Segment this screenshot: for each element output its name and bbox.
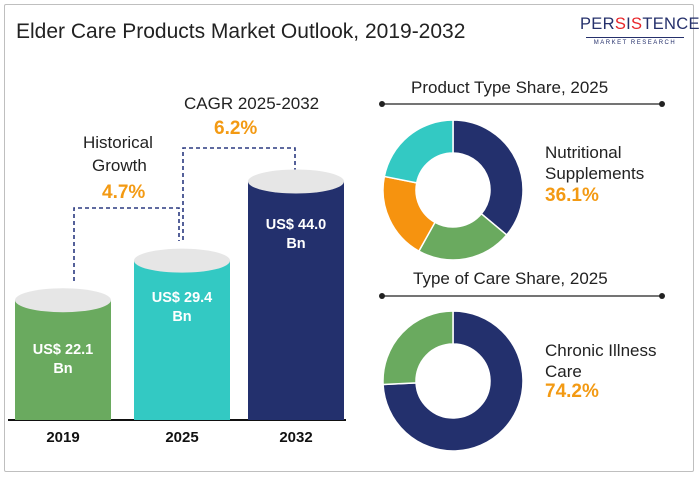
cagr-value: 6.2% — [214, 118, 258, 139]
rule-dot — [379, 293, 385, 299]
donut2-label-line2: Care — [545, 362, 582, 381]
bar-value-label: Bn — [53, 361, 72, 377]
donut2-percent: 74.2% — [545, 381, 599, 402]
bar-value-label: US$ 29.4 — [152, 290, 212, 306]
donut1-label-line1: Nutritional — [545, 143, 622, 162]
rule-dot — [659, 101, 665, 107]
donut1-label-line2: Supplements — [545, 164, 645, 183]
historical-label: Historical — [83, 133, 153, 152]
donut2-label: Chronic Illness Care — [545, 340, 657, 382]
rule-dot — [379, 101, 385, 107]
bar-cap-2032 — [248, 169, 344, 194]
bar-cap-2019 — [15, 288, 111, 313]
bar-2025 — [134, 260, 230, 420]
rule-dot — [659, 293, 665, 299]
donut-slice-0 — [452, 119, 524, 237]
historical-connector — [73, 207, 180, 281]
x-tick-label: 2032 — [279, 429, 312, 446]
logo-wordmark: PERSISTENCE — [580, 15, 700, 33]
donut1-label: Nutritional Supplements — [545, 142, 644, 184]
bar-cap-2025 — [134, 248, 230, 273]
cagr-connector — [182, 147, 296, 240]
bar-2019 — [15, 300, 111, 420]
bar-value-label: Bn — [286, 236, 305, 252]
cagr-label: CAGR 2025-2032 — [184, 94, 320, 113]
type-of-care-title: Type of Care Share, 2025 — [413, 269, 608, 288]
bar-2032 — [248, 181, 344, 420]
bar-value-label: Bn — [172, 309, 191, 325]
product-type-title: Product Type Share, 2025 — [411, 78, 609, 97]
x-tick-label: 2019 — [46, 429, 79, 446]
donut-slice-0 — [382, 310, 524, 452]
donut-slice-1 — [382, 310, 454, 386]
donut2-label-line1: Chronic Illness — [545, 341, 657, 360]
page-title: Elder Care Products Market Outlook, 2019… — [16, 20, 466, 43]
bar-value-label: US$ 44.0 — [266, 217, 326, 233]
donut1-percent: 36.1% — [545, 185, 599, 206]
donut-slice-3 — [383, 119, 454, 184]
x-tick-label: 2025 — [165, 429, 198, 446]
logo-subtitle: MARKET RESEARCH — [586, 37, 684, 46]
bar-value-label: US$ 22.1 — [33, 342, 93, 358]
historical-value: 4.7% — [102, 182, 146, 203]
historical-label-line2: Growth — [92, 156, 147, 175]
infographic-frame — [4, 4, 694, 472]
persistence-logo: PERSISTENCE MARKET RESEARCH — [580, 15, 700, 55]
